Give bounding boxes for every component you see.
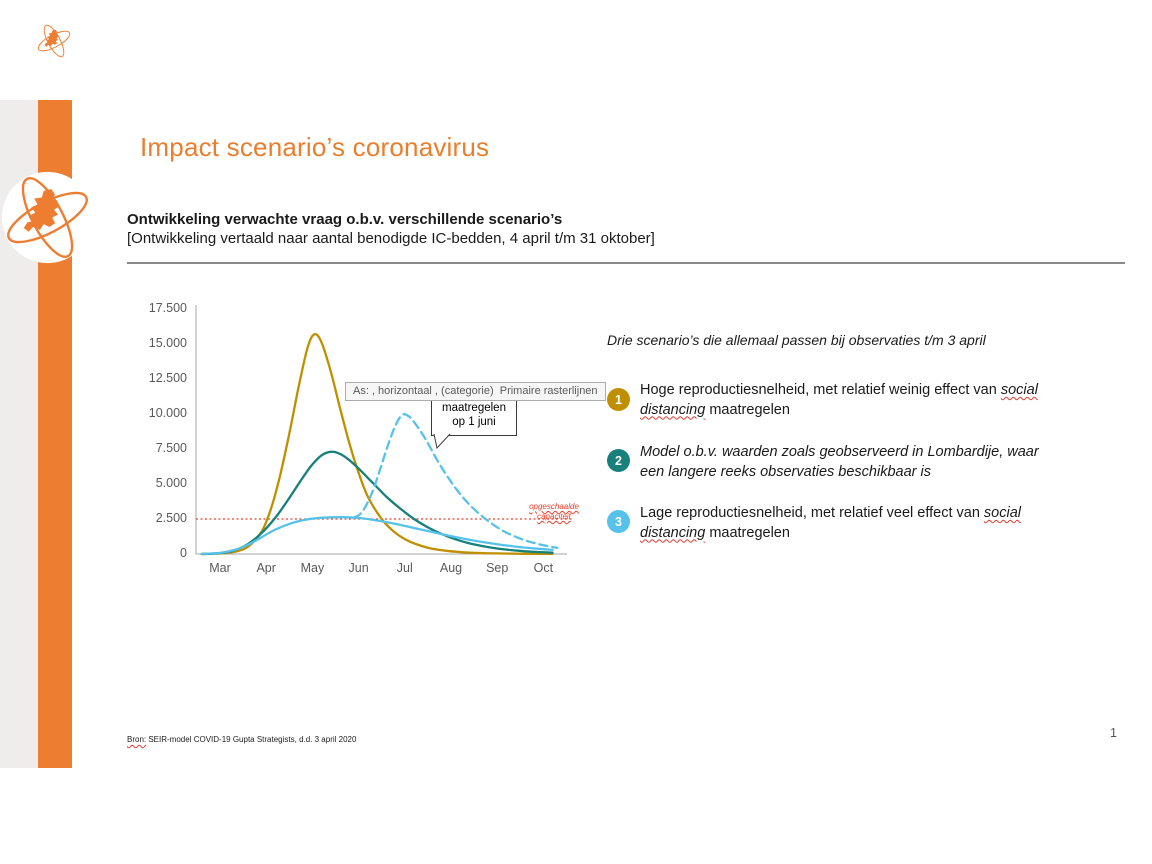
capacity-label: opgeschaalde capaciteit: [525, 502, 583, 522]
x-tick-label: Apr: [256, 561, 276, 575]
scenario-2-text: Model o.b.v. waarden zoals geobserveerd …: [640, 444, 1039, 480]
callout-line2: op 1 juni: [452, 416, 496, 428]
callout-tail: [433, 433, 451, 450]
x-tick-label: Jul: [396, 561, 413, 575]
company-logo-small-icon: [35, 22, 73, 60]
chart-heading-detail: [Ontwikkeling vertaald naar aantal benod…: [127, 230, 655, 247]
chart-plot[interactable]: [130, 290, 600, 590]
company-logo-icon: [0, 170, 95, 265]
series-scenario-1-hoge-reproductiesnelheid: [200, 332, 554, 556]
scenario-1-text: Hoge reproductiesnelheid, met relatief w…: [640, 382, 1038, 418]
callout-line1: maatregelen: [442, 402, 506, 414]
y-tick-label: 10.000: [148, 406, 187, 420]
y-tick-label: 17.500: [148, 301, 187, 315]
x-tick-label: Sep: [486, 561, 509, 575]
scenario-2-badge: 2: [607, 449, 630, 472]
y-tick-label: 12.500: [148, 371, 187, 385]
scenario-1-badge: 1: [607, 388, 630, 411]
y-tick-label: 7.500: [155, 441, 187, 455]
page-number: 1: [1110, 726, 1117, 740]
x-tick-label: May: [300, 561, 325, 575]
x-tick-label: Mar: [209, 561, 231, 575]
callout-maatregelen[interactable]: maatregelen op 1 juni: [431, 397, 517, 450]
x-tick-label: Jun: [348, 561, 369, 575]
y-tick-label: 2.500: [155, 511, 187, 525]
scenario-3-text: Lage reproductiesnelheid, met relatief v…: [640, 505, 1021, 541]
y-tick-label: 15.000: [148, 336, 187, 350]
scenarios-heading: Drie scenario’s die allemaal passen bij …: [607, 332, 986, 348]
chart[interactable]: opgeschaalde capaciteit maatregelen op 1…: [130, 290, 606, 590]
chart-tooltip: As: , horizontaal , (categorie) Primaire…: [345, 382, 606, 401]
x-tick-label: Aug: [439, 561, 463, 575]
series-scenario-3-lage-reproductiesnelheid: [200, 516, 554, 556]
scenario-3-badge: 3: [607, 510, 630, 533]
chart-heading-bold: Ontwikkeling verwachte vraag o.b.v. vers…: [127, 211, 563, 228]
capacity-label-line1: opgeschaalde: [529, 502, 579, 511]
slide-title: Impact scenario’s coronavirus: [140, 132, 490, 162]
x-tick-label: Oct: [533, 561, 554, 575]
y-tick-label: 0: [180, 546, 187, 560]
divider-line: [127, 262, 1125, 264]
y-tick-label: 5.000: [155, 476, 187, 490]
series-scenario-2-lombardije: [200, 450, 554, 556]
source-note: Bron: SEIR-model COVID-19 Gupta Strategi…: [127, 735, 357, 744]
capacity-label-line2: capaciteit: [537, 512, 571, 521]
series-scenario-maatregelen-op-1-juni: [352, 413, 559, 549]
